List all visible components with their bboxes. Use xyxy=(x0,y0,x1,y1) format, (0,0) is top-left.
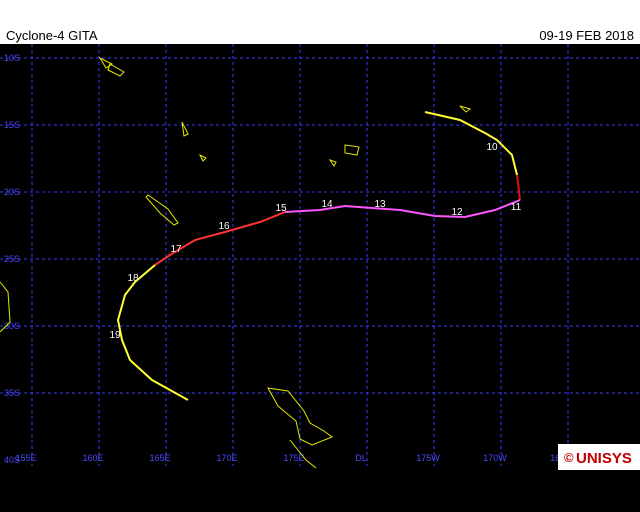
track-segment xyxy=(284,199,521,219)
dates: 09-19 FEB 2018 xyxy=(539,28,634,43)
lon-label: 170W xyxy=(483,453,507,463)
lat-label: 30S xyxy=(4,321,20,331)
lon-label: 175W xyxy=(416,453,440,463)
day-label: 16 xyxy=(218,221,230,232)
day-label: 15 xyxy=(275,203,287,214)
lon-label: 155E xyxy=(15,453,36,463)
title: Cyclone-4 GITA xyxy=(6,28,98,43)
day-labels: 10 11 12 13 14 15 16 17 18 19 xyxy=(109,142,521,341)
logo-symbol: © xyxy=(564,450,574,465)
track-segment xyxy=(154,211,286,266)
track-segment xyxy=(424,111,518,176)
lat-label: 15S xyxy=(4,120,20,130)
lon-label: 160E xyxy=(82,453,103,463)
track-segment xyxy=(116,264,189,401)
lat-label: 20S xyxy=(4,187,20,197)
lat-label: 35S xyxy=(4,388,20,398)
track xyxy=(116,111,521,401)
header-bar xyxy=(0,0,640,44)
lon-label: 175E xyxy=(283,453,304,463)
lon-label: DL xyxy=(355,453,367,463)
logo: UNISYS xyxy=(576,450,632,467)
track-segment xyxy=(516,174,521,201)
lat-label: 25S xyxy=(4,254,20,264)
lat-label: 40S xyxy=(4,455,20,465)
day-label: 12 xyxy=(451,207,463,218)
day-label: 13 xyxy=(374,199,386,210)
lon-label: 170E xyxy=(216,453,237,463)
day-label: 11 xyxy=(511,202,522,213)
logo-box xyxy=(558,444,640,470)
day-label: 19 xyxy=(109,330,121,341)
day-label: 10 xyxy=(486,142,498,153)
lon-label: 165E xyxy=(149,453,170,463)
day-label: 17 xyxy=(170,244,182,255)
lat-label: 10S xyxy=(4,53,20,63)
day-label: 14 xyxy=(321,199,333,210)
day-label: 18 xyxy=(127,273,139,284)
coastlines xyxy=(0,56,472,469)
